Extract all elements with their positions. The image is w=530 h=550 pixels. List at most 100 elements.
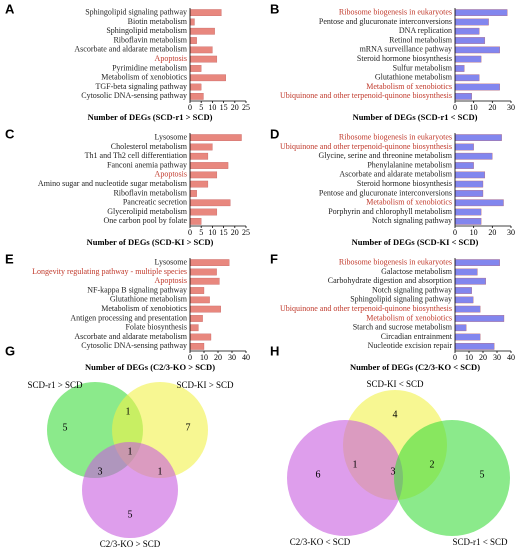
category-label: Lysosome [155, 132, 188, 141]
region-count: 3 [391, 466, 396, 477]
region-count: 5 [63, 422, 68, 433]
bar [454, 259, 500, 267]
x-tick-label: 40 [242, 353, 250, 362]
x-tick-label: 10 [470, 228, 478, 237]
region-count: 6 [316, 469, 321, 480]
category-label: Pyrimidine metabolism [112, 63, 188, 72]
x-tick-label: 20 [479, 353, 487, 362]
x-axis-label: Number of DEGs (SCD-KI > SCD) [87, 237, 214, 247]
bar [454, 190, 484, 197]
bar [454, 171, 486, 179]
bar [189, 180, 209, 188]
bar [454, 208, 482, 216]
category-label: Cytosolic DNA-sensing pathway [81, 91, 187, 100]
x-tick-label: 20 [488, 228, 496, 237]
bar [189, 324, 199, 332]
panel-label: D [270, 126, 279, 141]
bar [454, 37, 486, 44]
x-tick-label: 0 [188, 228, 192, 237]
bar [454, 83, 500, 91]
category-label: Notch signaling pathway [372, 285, 452, 294]
bar [454, 287, 472, 294]
bar [189, 217, 202, 225]
x-tick-label: 30 [493, 353, 501, 362]
x-tick-label: 25 [242, 103, 250, 112]
panel-label: A [5, 1, 15, 16]
region-count: 3 [98, 466, 103, 477]
bar [189, 333, 212, 341]
category-label: Phenylalanine metabolism [367, 160, 452, 169]
x-tick-label: 0 [453, 228, 457, 237]
bar [189, 83, 202, 91]
bar [454, 74, 480, 82]
category-label: Metabolism of xenobiotics [366, 82, 452, 91]
x-tick-label: 0 [188, 103, 192, 112]
bar [189, 259, 230, 267]
bar [189, 27, 215, 35]
region-count: 2 [430, 459, 435, 470]
category-label: Carbohydrate digestion and absorption [328, 276, 452, 285]
bar [189, 93, 204, 100]
set-label: SCD-KI > SCD [176, 380, 234, 390]
x-tick-label: 15 [220, 228, 228, 237]
bar [454, 333, 481, 341]
category-label: Ribosome biogenesis in eukaryotes [339, 132, 452, 141]
region-count: 5 [480, 469, 485, 480]
bar [454, 217, 482, 225]
category-label: Glutathione metabolism [375, 73, 453, 82]
bar [454, 18, 489, 26]
x-axis-label: Number of DEGs (SCD-KI < SCD) [352, 237, 479, 247]
category-label: Antigen processing and presentation [70, 313, 187, 322]
category-label: Apoptosis [155, 170, 187, 179]
category-label: Nucleotide excision repair [368, 341, 453, 350]
bar [189, 268, 217, 276]
bar [189, 199, 231, 207]
set-label: SCD-r1 > SCD [27, 380, 83, 390]
category-label: One carbon pool by folate [103, 216, 187, 225]
region-count: 1 [158, 466, 163, 477]
category-label: Cytosolic DNA-sensing pathway [81, 341, 187, 350]
x-tick-label: 0 [453, 353, 457, 362]
region-count: 7 [186, 422, 191, 433]
category-label: Steroid hormone biosynthesis [357, 179, 452, 188]
category-label: Th1 and Th2 cell differentiation [85, 151, 187, 160]
category-label: Ascorbate and aldarate metabolism [74, 45, 187, 54]
set-label: C2/3-KO < SCD [290, 537, 351, 547]
category-label: Ubiquinone and other terpenoid-quinone b… [280, 91, 452, 100]
bar [189, 208, 218, 216]
bar [189, 277, 220, 285]
bar [189, 162, 229, 169]
panel-label: E [5, 251, 14, 266]
x-tick-label: 10 [200, 353, 208, 362]
x-tick-label: 5 [199, 228, 203, 237]
bar [189, 134, 242, 141]
x-tick-label: 40 [507, 353, 515, 362]
category-label: Notch signaling pathway [372, 216, 452, 225]
category-label: Porphyrin and chlorophyll metabolism [328, 207, 453, 216]
bar [454, 162, 474, 169]
bar [454, 65, 465, 72]
bar [189, 37, 197, 44]
set-label: C2/3-KO > SCD [100, 539, 161, 549]
category-label: Biotin metabolism [128, 17, 188, 26]
x-tick-label: 20 [231, 228, 239, 237]
x-axis-label: Number of DEGs (C2/3-KO > SCD) [85, 362, 215, 372]
category-label: Longevity regulating pathway - multiple … [32, 267, 187, 276]
bar [454, 342, 495, 350]
bar [189, 287, 205, 294]
category-label: mRNA surveillance pathway [360, 45, 452, 54]
category-label: Metabolism of xenobiotics [366, 198, 452, 207]
category-label: Ribosome biogenesis in eukaryotes [339, 7, 452, 16]
venn-circle [287, 420, 403, 536]
region-count: 1 [126, 406, 131, 417]
x-axis-label: Number of DEGs (SCD-r1 > SCD) [88, 112, 213, 122]
category-label: Sulfur metabolism [393, 63, 453, 72]
x-tick-label: 0 [188, 353, 192, 362]
set-label: SCD-r1 < SCD [452, 537, 508, 547]
category-label: Riboflavin metabolism [113, 188, 187, 197]
bar [454, 134, 502, 141]
category-label: Ascorbate and aldarate metabolism [74, 332, 187, 341]
bar [454, 305, 481, 313]
category-label: Fanconi anemia pathway [107, 160, 187, 169]
